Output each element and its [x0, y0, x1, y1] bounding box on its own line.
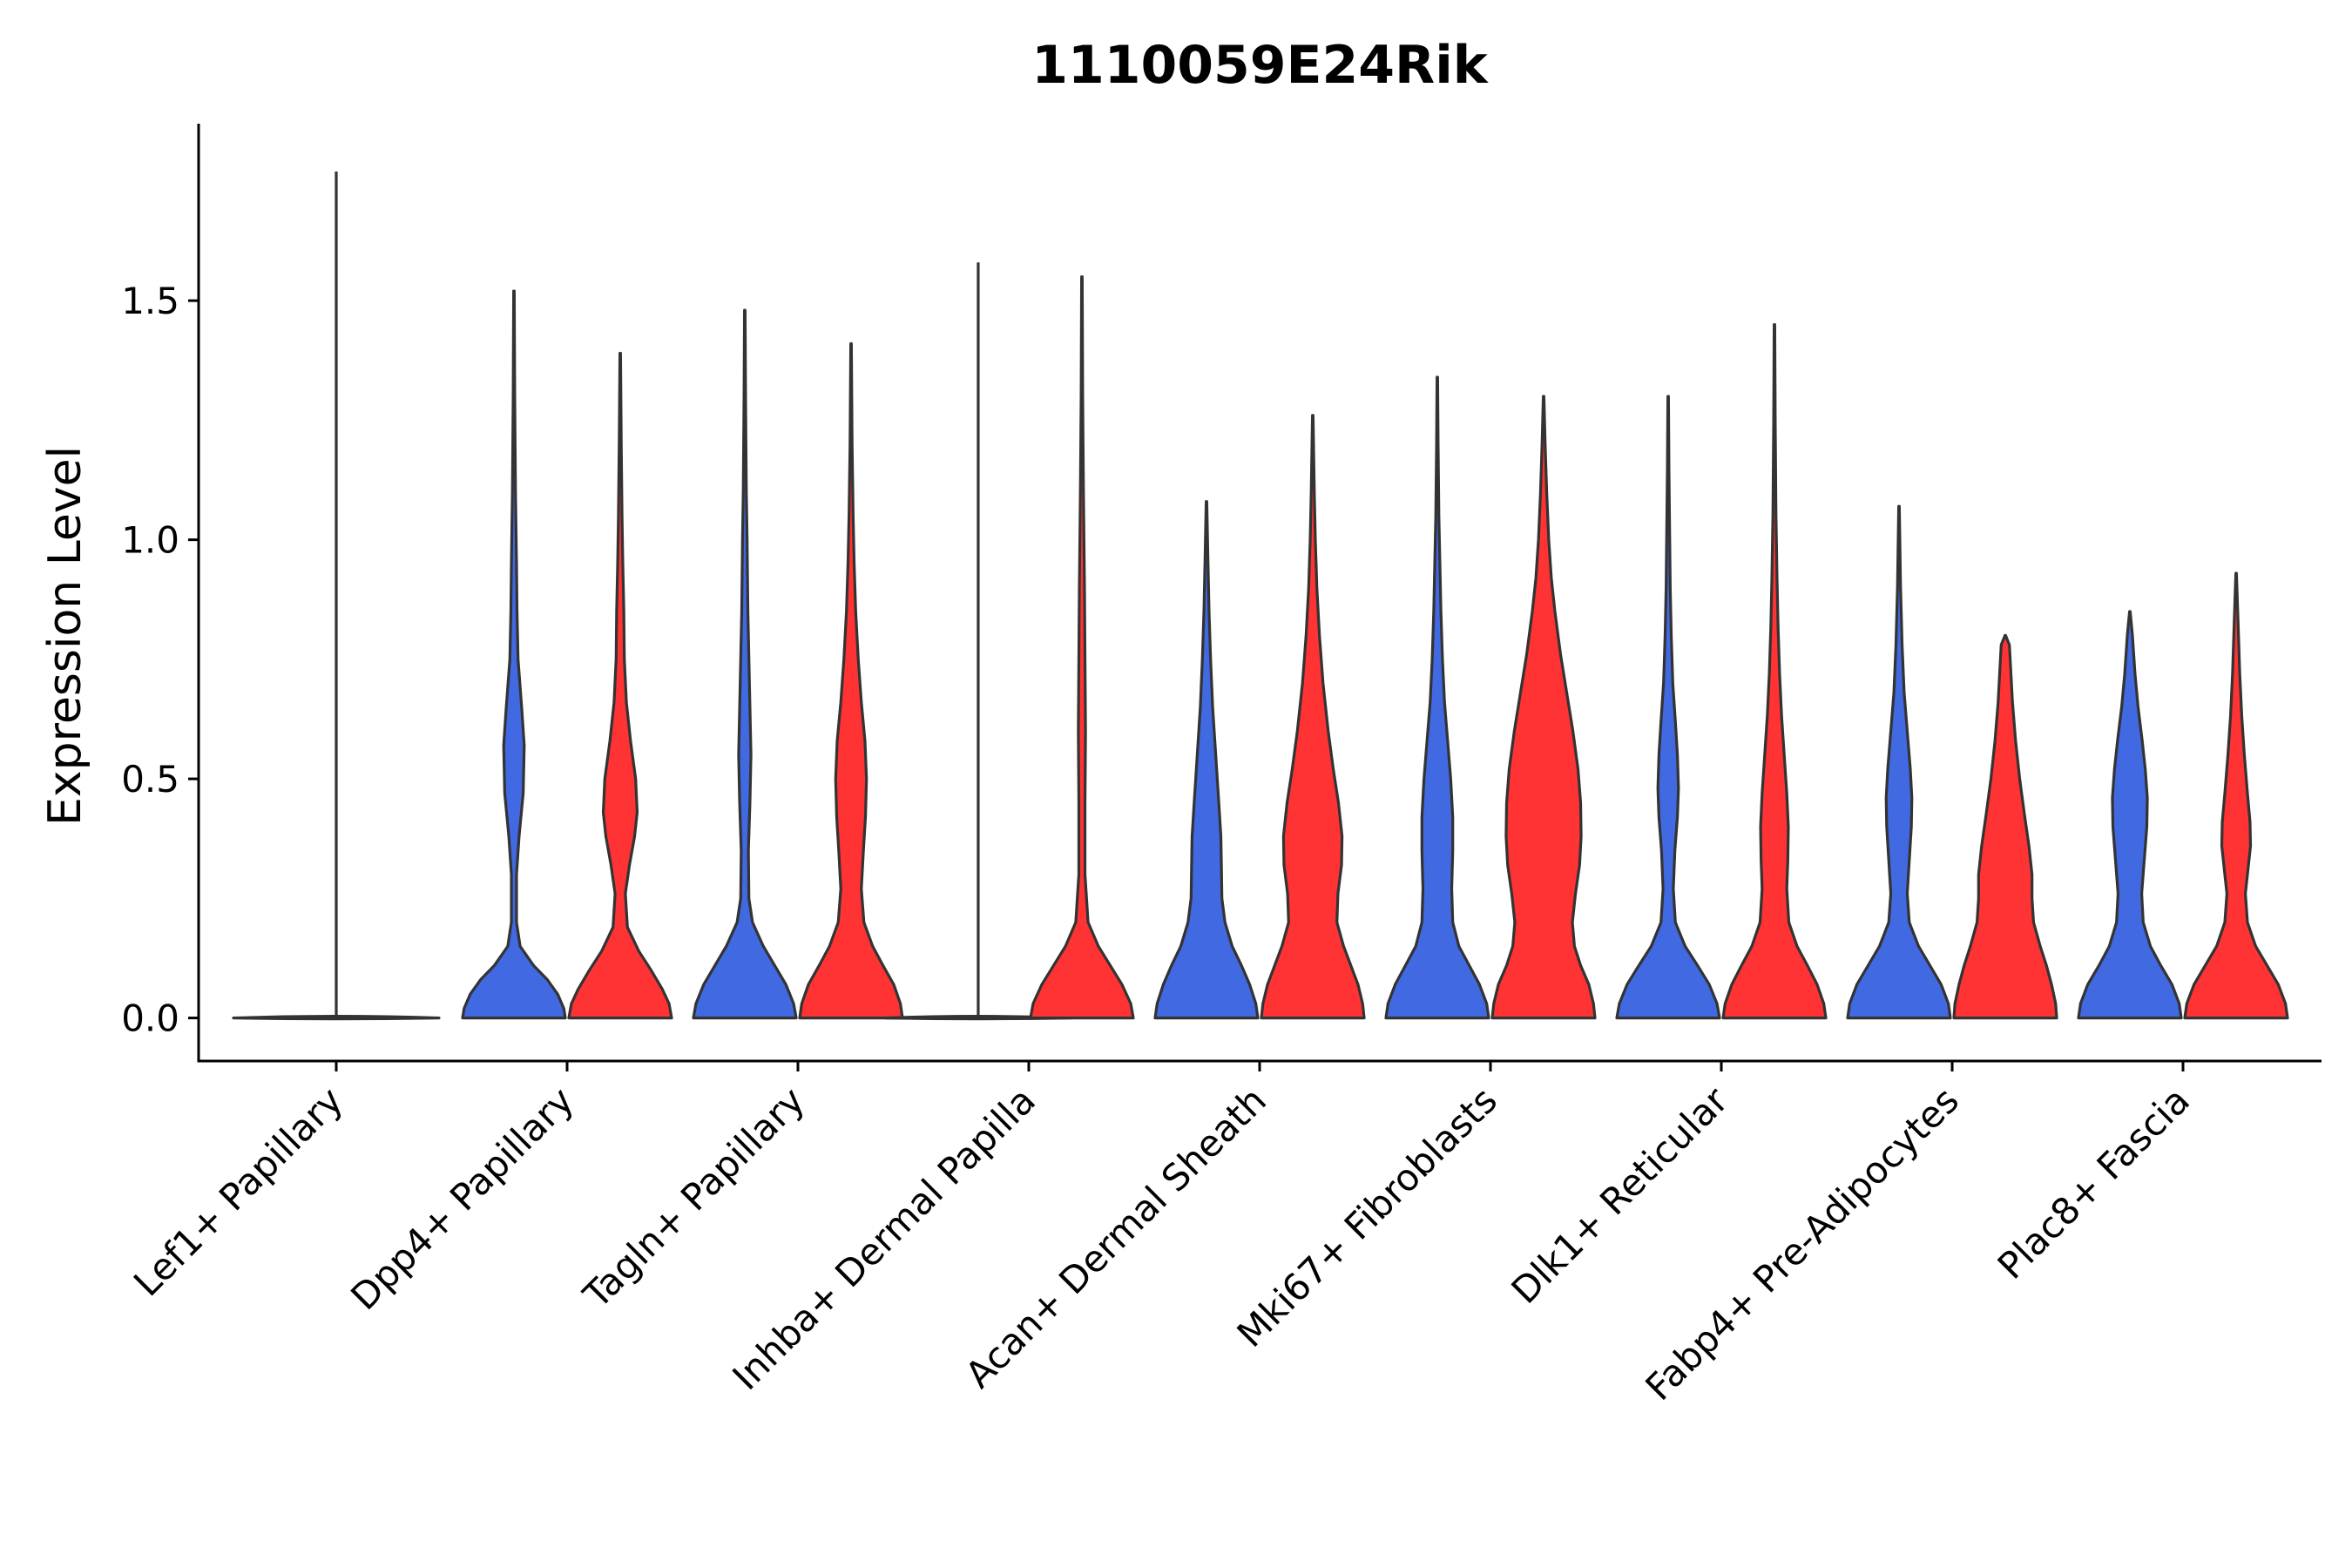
violin-plac8-fascia-group-1 — [2077, 610, 2183, 1020]
y-tick-label: 0.0 — [121, 997, 179, 1040]
violin-acan-dermal-sheath-group-1 — [1153, 500, 1260, 1020]
violin-acan-dermal-sheath-group-2 — [1260, 414, 1366, 1020]
x-tick-label-lef1-papillary: Lef1+ Papillary — [125, 1078, 351, 1304]
violin-dpp4-papillary-group-2 — [567, 351, 673, 1020]
y-tick-label: 1.5 — [121, 280, 179, 322]
violin-tagln-papillary-group-1 — [692, 308, 798, 1020]
violin-dlk1-reticular-group-1 — [1615, 395, 1721, 1020]
y-ticks: 0.0 0.5 1.0 1.5 — [121, 280, 199, 1040]
violin-plac8-fascia-group-2 — [2183, 571, 2289, 1020]
chart-title: 1110059E24Rik — [1031, 35, 1489, 96]
violin-dlk1-reticular-group-2 — [1721, 322, 1828, 1020]
violin-tagln-papillary-group-2 — [798, 341, 904, 1020]
violin-mki67-fibroblasts-group-2 — [1490, 395, 1597, 1020]
violin-lef1-papillary-flat — [232, 1014, 441, 1021]
violins-layer — [232, 171, 2289, 1021]
violin-fabp4-pre-adipocytes-group-2 — [1952, 633, 2058, 1020]
y-tick-label: 1.0 — [121, 519, 179, 562]
y-tick-label: 0.5 — [121, 758, 179, 801]
violin-fabp4-pre-adipocytes-group-1 — [1846, 504, 1952, 1020]
x-tick-label-mki67-fibroblasts: Mki67+ Fibroblasts — [1229, 1078, 1505, 1355]
violin-inhba-dermal-papilla-group-2 — [1029, 275, 1135, 1020]
x-tick-label-dlk1-reticular: Dlk1+ Reticular — [1504, 1078, 1737, 1312]
x-tick-label-plac8-fascia: Plac8+ Fascia — [1990, 1078, 2198, 1287]
violin-mki67-fibroblasts-group-1 — [1384, 375, 1490, 1020]
y-axis-label: Expression Level — [39, 446, 91, 826]
violin-dpp4-papillary-group-1 — [461, 289, 567, 1020]
x-tick-label-dpp4-papillary: Dpp4+ Papillary — [342, 1078, 582, 1318]
x-tick-label-tagln-papillary: Tagln+ Papillary — [575, 1078, 813, 1316]
